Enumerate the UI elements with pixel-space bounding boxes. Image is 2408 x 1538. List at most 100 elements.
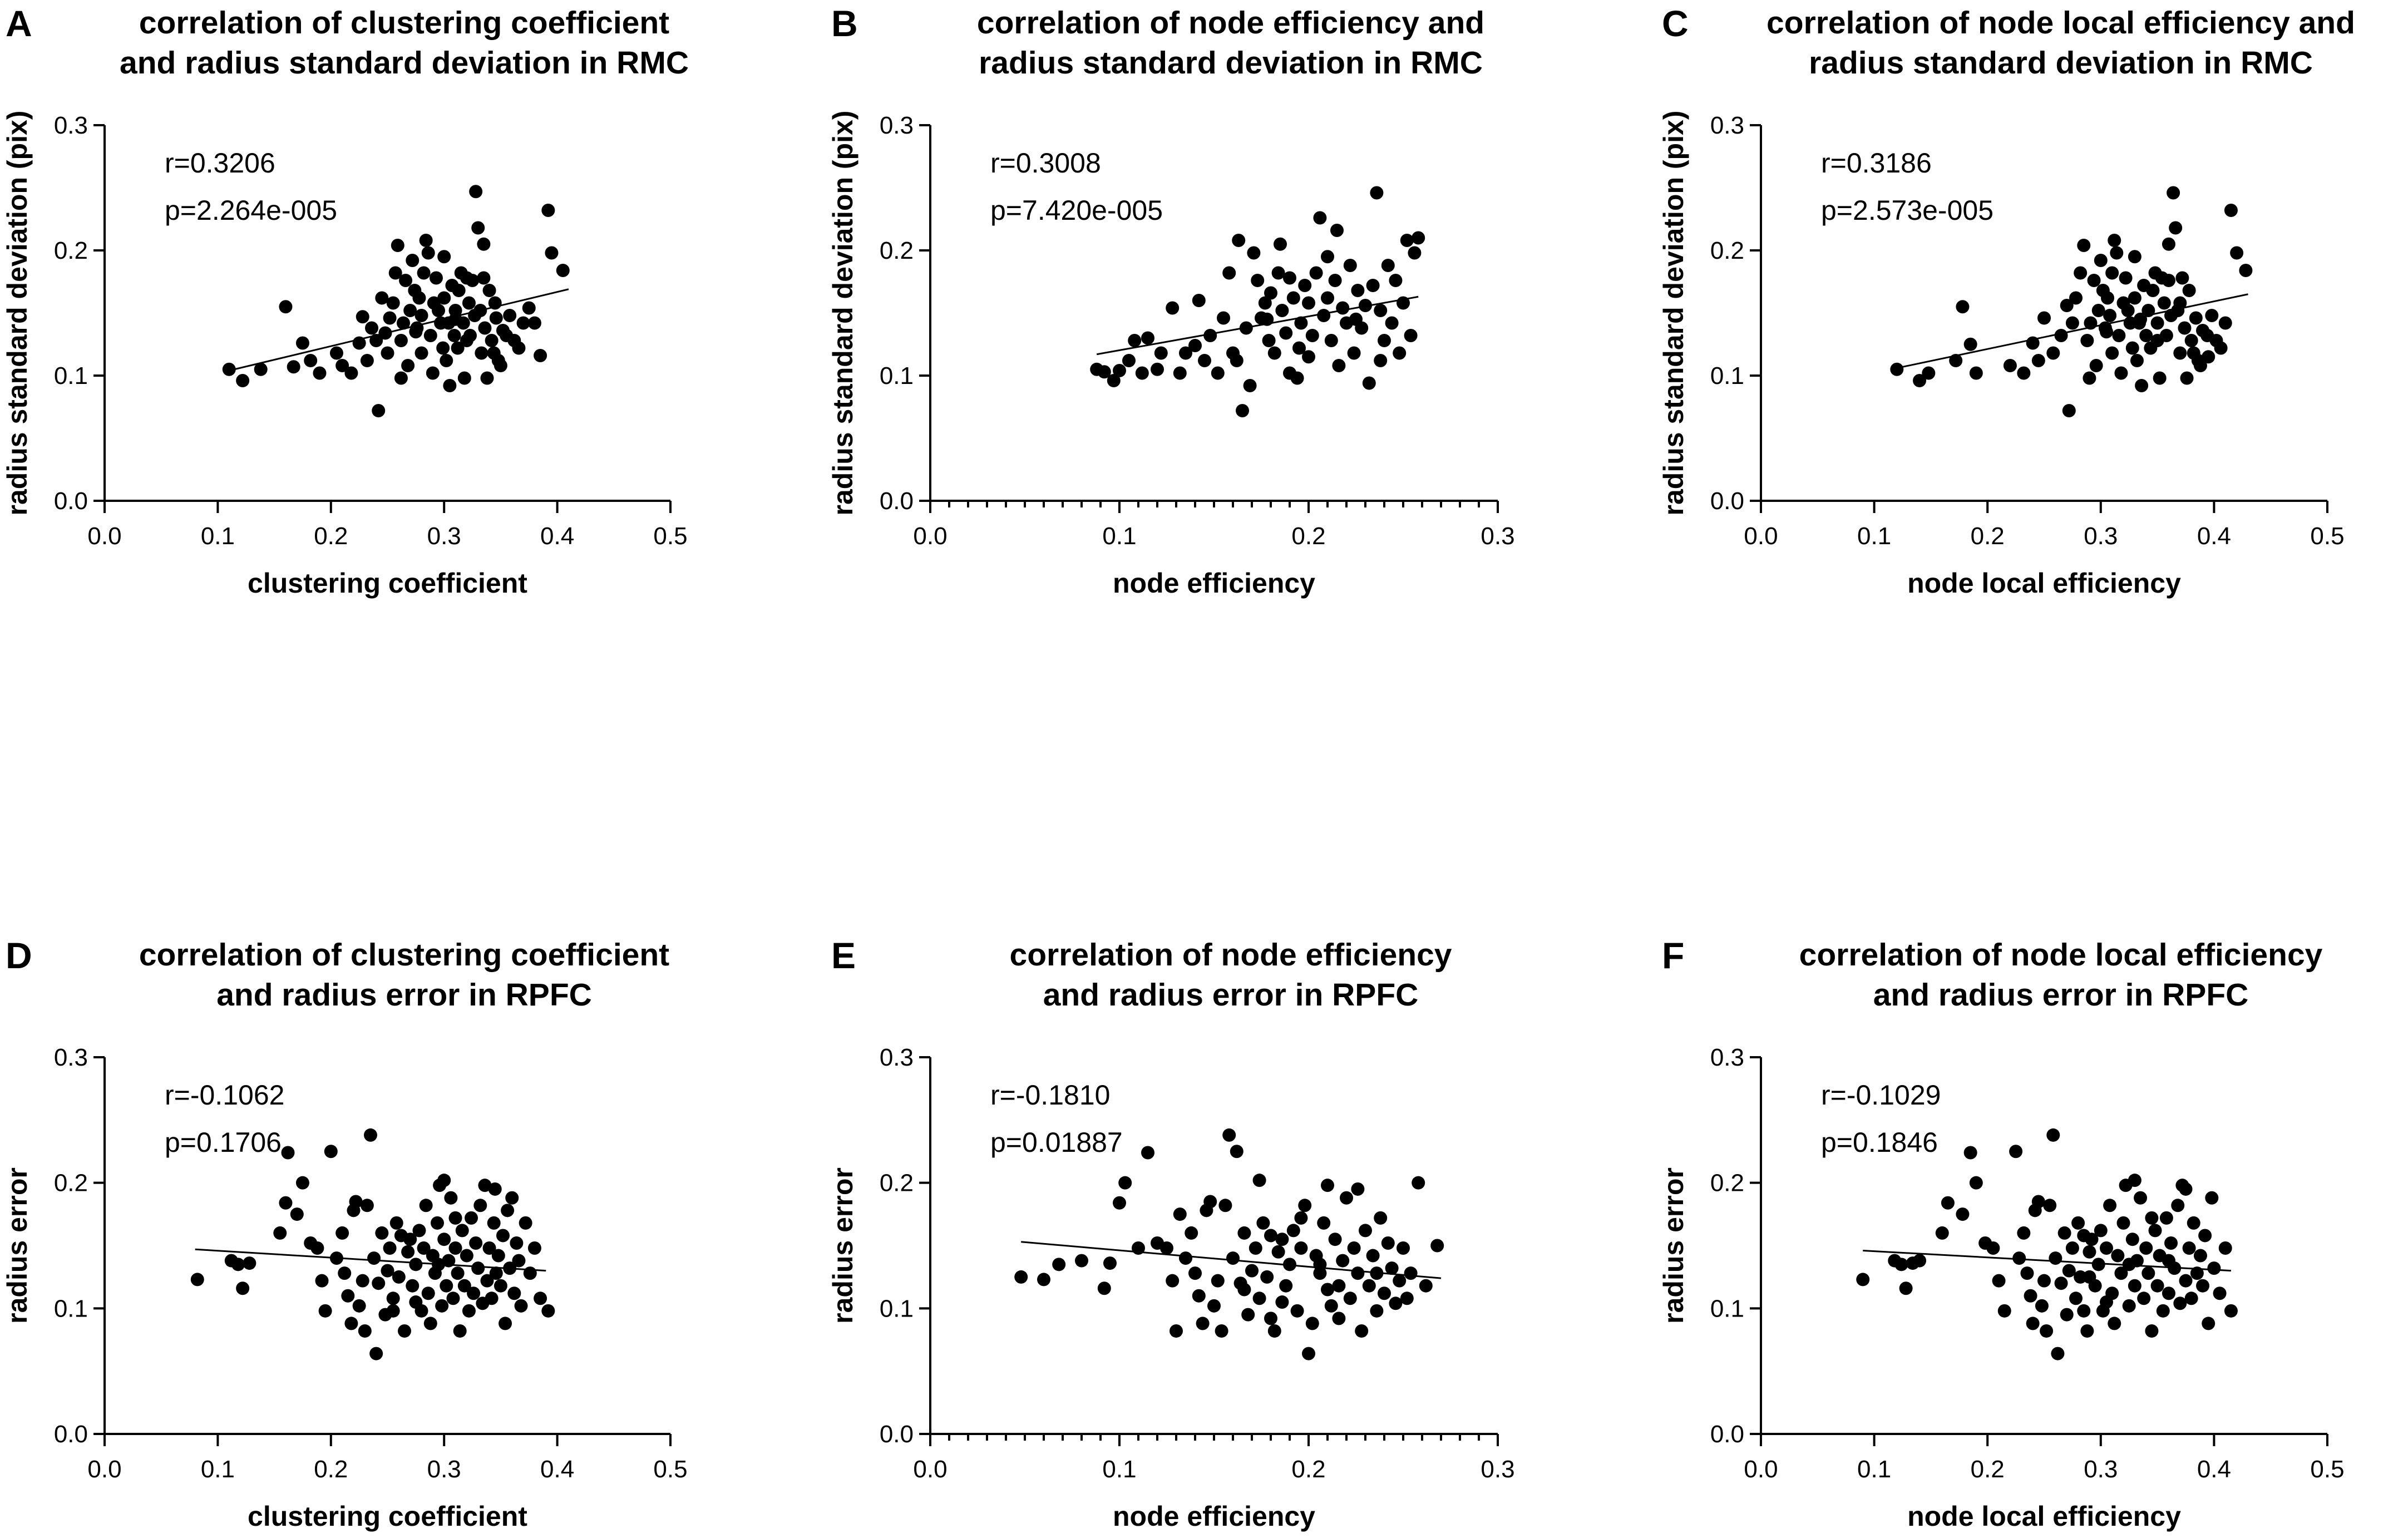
- data-point: [2054, 1276, 2068, 1290]
- data-point: [1328, 1233, 1342, 1246]
- y-tick-label: 0.0: [54, 1421, 88, 1448]
- data-point: [2193, 359, 2207, 372]
- data-point: [1258, 296, 1272, 310]
- data-point: [1203, 1195, 1217, 1209]
- axes: [929, 1057, 1498, 1435]
- data-point: [501, 1204, 515, 1217]
- data-point: [466, 274, 480, 287]
- data-point: [2017, 366, 2031, 380]
- data-point: [365, 321, 379, 335]
- data-point: [2083, 1270, 2096, 1284]
- data-point: [534, 349, 547, 362]
- data-point: [2162, 237, 2175, 251]
- data-point: [372, 404, 386, 417]
- data-point: [1404, 329, 1418, 342]
- data-point: [2214, 341, 2228, 355]
- data-point: [2148, 1224, 2162, 1238]
- data-point: [2054, 329, 2068, 342]
- x-tick-label: 0.2: [1291, 522, 1325, 550]
- x-axis-label: node efficiency: [1113, 1501, 1315, 1532]
- y-tick-label: 0.0: [880, 1421, 914, 1448]
- data-point: [482, 1241, 496, 1255]
- data-point: [279, 300, 293, 314]
- data-point: [1340, 1191, 1353, 1205]
- data-point: [2037, 311, 2051, 325]
- data-point: [2108, 234, 2121, 247]
- data-point: [2134, 312, 2148, 326]
- panel-letter: E: [831, 935, 856, 976]
- data-point: [1151, 362, 1164, 376]
- data-point: [1355, 1324, 1369, 1338]
- data-point: [485, 1291, 499, 1305]
- data-point: [2037, 1274, 2051, 1288]
- data-point: [1294, 1241, 1308, 1255]
- y-tick-label: 0.3: [1710, 1044, 1744, 1071]
- data-point: [1393, 346, 1407, 360]
- data-point: [1243, 379, 1257, 392]
- data-point: [2239, 264, 2253, 277]
- data-point: [489, 1266, 503, 1280]
- data-point: [480, 1274, 494, 1288]
- data-point: [401, 1245, 415, 1259]
- data-point: [2173, 1297, 2187, 1310]
- data-point: [437, 291, 451, 305]
- y-axis-label: radius standard deviation (pix): [827, 111, 858, 516]
- data-point: [1313, 211, 1327, 225]
- data-point: [1207, 1299, 1221, 1313]
- data-point: [2128, 1279, 2141, 1293]
- data-point: [1393, 1274, 1407, 1288]
- data-point: [1305, 329, 1319, 342]
- data-point: [2224, 204, 2238, 217]
- data-point: [290, 1207, 304, 1221]
- data-point: [1198, 354, 1211, 367]
- data-point: [399, 274, 413, 287]
- data-point: [452, 284, 466, 297]
- data-point: [1374, 1211, 1388, 1225]
- data-point: [1370, 1304, 1384, 1318]
- data-point: [1113, 1196, 1126, 1210]
- data-point: [1166, 1274, 1180, 1288]
- data-point: [1267, 1324, 1281, 1338]
- x-tick-label: 0.3: [2084, 522, 2118, 550]
- data-point: [430, 1216, 444, 1230]
- data-point: [1252, 1291, 1266, 1305]
- data-point: [2150, 1279, 2164, 1293]
- data-point: [403, 304, 417, 317]
- chart-title-line: radius standard deviation in RMC: [1809, 45, 2313, 81]
- data-point: [2121, 304, 2135, 317]
- r-value: r=-0.1062: [165, 1079, 284, 1111]
- data-point: [448, 312, 462, 326]
- data-point: [2171, 1199, 2185, 1212]
- data-point: [329, 346, 343, 360]
- data-point: [406, 254, 420, 267]
- data-point: [1097, 365, 1111, 379]
- data-point: [1294, 316, 1308, 330]
- data-point: [1290, 1304, 1304, 1318]
- data-point: [2182, 284, 2196, 297]
- data-point: [432, 304, 446, 317]
- data-point: [473, 304, 487, 317]
- data-point: [349, 1195, 363, 1209]
- x-tick-label: 0.0: [87, 522, 121, 550]
- data-point: [467, 1286, 481, 1300]
- data-point: [451, 1266, 465, 1280]
- y-tick-label: 0.2: [54, 1170, 88, 1197]
- data-point: [2173, 296, 2187, 310]
- x-tick-label: 0.2: [314, 1456, 348, 1483]
- data-point: [1237, 1226, 1251, 1240]
- data-point: [1173, 1207, 1187, 1221]
- data-point: [358, 1324, 372, 1338]
- chart-title-line: correlation of clustering coefficient: [139, 937, 669, 973]
- data-point: [1230, 1145, 1244, 1159]
- data-point: [1302, 1347, 1315, 1360]
- data-point: [1332, 1279, 1346, 1293]
- data-point: [1196, 1317, 1210, 1330]
- x-axis-label: clustering coefficient: [248, 1501, 527, 1532]
- data-point: [1264, 1312, 1277, 1325]
- data-point: [2213, 1286, 2227, 1300]
- data-point: [478, 1179, 492, 1192]
- data-point: [1992, 1274, 2006, 1288]
